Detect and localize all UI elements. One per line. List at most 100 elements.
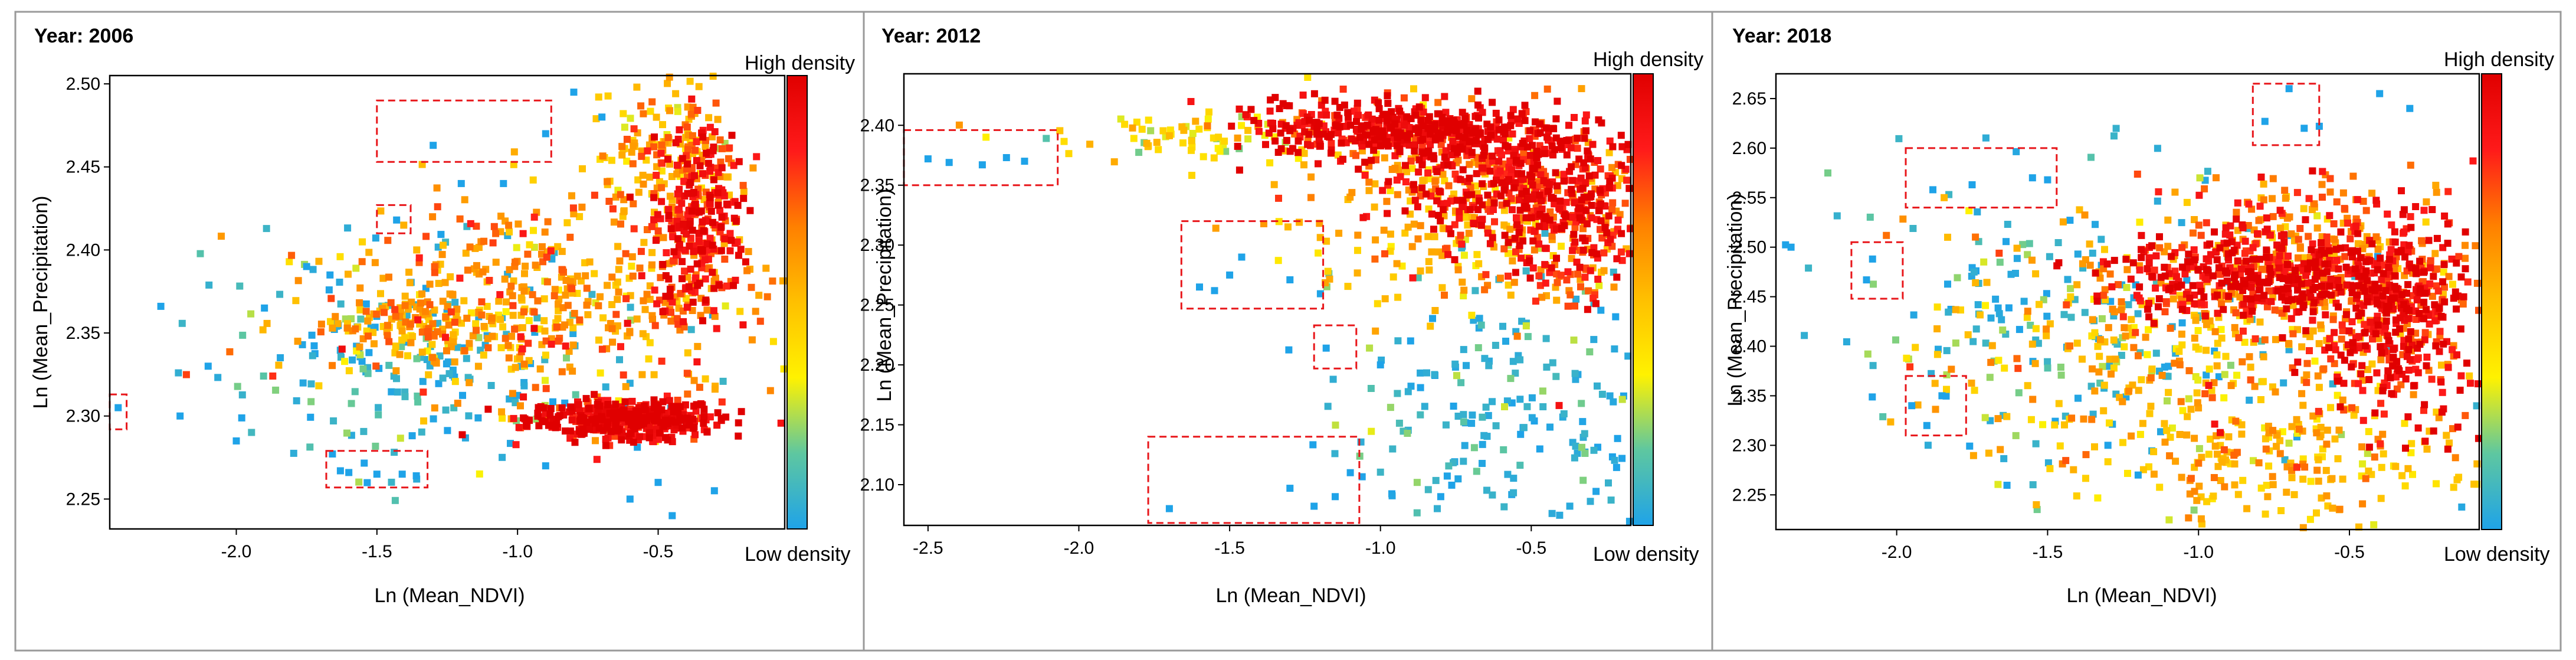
scatter-point	[1526, 257, 1533, 264]
scatter-point	[2313, 224, 2321, 232]
scatter-point	[585, 404, 593, 412]
scatter-point	[307, 380, 315, 388]
scatter-point	[717, 224, 725, 231]
scatter-point	[1387, 230, 1394, 238]
scatter-point	[501, 275, 509, 283]
scatter-point	[1481, 148, 1489, 155]
scatter-point	[1550, 125, 1558, 132]
scatter-point	[1591, 171, 1599, 179]
scatter-point	[2061, 421, 2068, 429]
scatter-point	[2034, 339, 2042, 347]
scatter-point	[1415, 103, 1423, 111]
scatter-point	[2274, 287, 2282, 295]
x-tick-label: -0.5	[1516, 538, 1546, 558]
scatter-point	[504, 342, 512, 349]
scatter-point	[2413, 296, 2421, 303]
scatter-point	[1212, 224, 1220, 232]
scatter-point	[717, 158, 725, 166]
scatter-point	[2231, 481, 2239, 489]
scatter-point	[391, 496, 399, 504]
scatter-point	[2234, 199, 2241, 207]
scatter-point	[1600, 249, 1608, 257]
scatter-point	[2362, 207, 2370, 214]
chart-panel-2006: Year: 2006 High density Low density Ln (…	[30, 25, 855, 607]
scatter-point	[2340, 380, 2348, 387]
scatter-point	[451, 378, 459, 385]
scatter-point	[2261, 336, 2269, 344]
scatter-point	[2239, 476, 2247, 484]
scatter-point	[1385, 178, 1392, 185]
scatter-point	[499, 323, 507, 331]
scatter-point	[196, 250, 204, 257]
scatter-point	[2404, 413, 2412, 421]
scatter-point	[450, 331, 457, 338]
scatter-point	[1380, 226, 1388, 234]
scatter-point	[2106, 419, 2113, 427]
scatter-point	[424, 333, 432, 341]
scatter-point	[2332, 299, 2340, 307]
highlight-box	[1180, 220, 1325, 310]
scatter-point	[1056, 127, 1064, 135]
scatter-point	[2407, 328, 2414, 335]
scatter-point	[2286, 213, 2293, 221]
scatter-point	[693, 138, 700, 146]
scatter-point	[679, 275, 686, 283]
scatter-point	[396, 434, 404, 442]
scatter-point	[259, 326, 267, 334]
scatter-point	[1402, 162, 1409, 169]
scatter-point	[2106, 270, 2114, 278]
scatter-point	[1409, 274, 1417, 282]
scatter-point	[1414, 235, 1422, 243]
scatter-point	[1366, 344, 1374, 352]
scatter-point	[1371, 203, 1378, 211]
y-tick-label: 2.65	[1732, 89, 1767, 109]
scatter-point	[1866, 213, 1874, 221]
scatter-point	[1394, 293, 1402, 301]
scatter-point	[1912, 344, 1919, 351]
scatter-point	[614, 278, 621, 286]
scatter-point	[336, 467, 344, 475]
scatter-point	[1588, 214, 1595, 222]
scatter-point	[1570, 231, 1578, 238]
scatter-point	[1883, 231, 1890, 239]
scatter-point	[1138, 125, 1146, 133]
scatter-point	[1507, 122, 1515, 129]
x-tick-label: -1.0	[1365, 538, 1396, 558]
scatter-point	[722, 302, 729, 310]
scatter-point	[1500, 446, 1507, 453]
scatter-point	[1606, 178, 1614, 185]
scatter-point	[2097, 236, 2105, 243]
scatter-point	[2100, 381, 2108, 389]
scatter-point	[715, 201, 722, 209]
scatter-point	[1413, 479, 1421, 486]
scatter-point	[604, 92, 612, 100]
scatter-point	[2444, 188, 2452, 195]
scatter-point	[442, 334, 449, 341]
scatter-point	[2400, 228, 2408, 236]
scatter-point	[1500, 187, 1508, 194]
scatter-point	[686, 77, 694, 85]
scatter-point	[2232, 417, 2240, 425]
scatter-point	[674, 407, 682, 415]
scatter-point	[2193, 496, 2201, 504]
scatter-point	[638, 371, 646, 378]
scatter-point	[1532, 298, 1539, 305]
scatter-point	[718, 398, 726, 406]
scatter-point	[2250, 457, 2257, 465]
scatter-point	[1388, 166, 1396, 173]
scatter-point	[576, 427, 584, 435]
scatter-point	[629, 160, 637, 168]
scatter-point	[2460, 293, 2467, 300]
scatter-point	[1964, 331, 1972, 339]
scatter-point	[234, 383, 241, 390]
scatter-point	[2309, 327, 2317, 335]
scatter-point	[1348, 189, 1356, 197]
scatter-point	[1275, 194, 1282, 202]
scatter-point	[1593, 250, 1601, 258]
scatter-point	[2306, 515, 2314, 523]
scatter-point	[689, 227, 696, 234]
scatter-point	[725, 155, 732, 162]
scatter-point	[2031, 360, 2039, 367]
scatter-point	[505, 221, 513, 229]
scatter-point	[2309, 412, 2317, 420]
